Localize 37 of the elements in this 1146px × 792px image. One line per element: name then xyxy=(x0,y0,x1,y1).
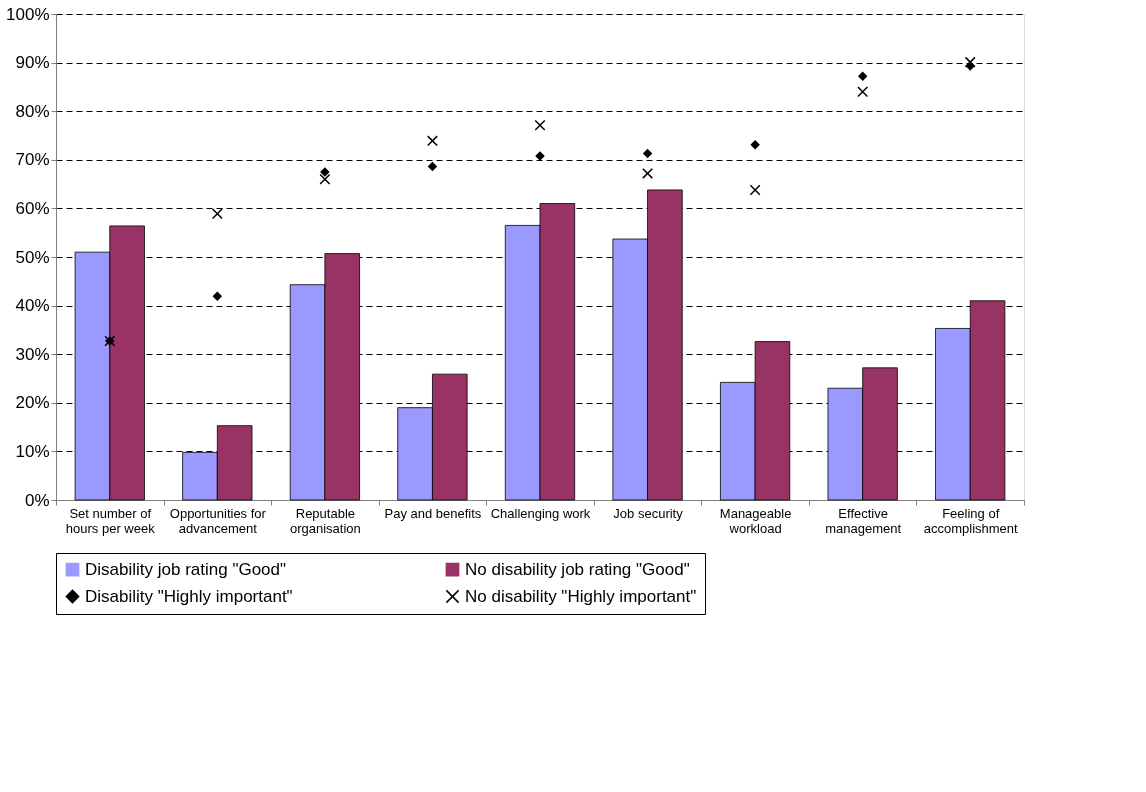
y-tick-label: 60% xyxy=(15,198,50,218)
y-tick-label: 40% xyxy=(15,296,50,316)
y-tick-label: 0% xyxy=(24,490,50,510)
point xyxy=(211,208,223,220)
x-tick-label: Reputable organisation xyxy=(289,505,361,536)
y-tick-label: 80% xyxy=(15,101,50,121)
point xyxy=(857,71,868,81)
legend-label: No disability job rating "Good" xyxy=(465,559,690,579)
x-tick-label: Job security xyxy=(613,505,684,521)
legend-label: Disability "Highly important" xyxy=(85,586,293,606)
point xyxy=(749,184,761,196)
x-tick-label: Manageable workload xyxy=(719,505,792,536)
point xyxy=(319,173,331,185)
x-tick-label: Opportunities for advancement xyxy=(169,505,267,536)
point xyxy=(534,119,546,131)
x-tick-label: Feeling of accomplishment xyxy=(923,505,1019,536)
x-tick-label: Challenging work xyxy=(490,505,591,521)
y-tick-label: 100% xyxy=(6,4,50,24)
x-tick-label: Effective management xyxy=(825,505,902,536)
x-tick-label: Set number of hours per week xyxy=(65,505,156,536)
point xyxy=(427,161,438,172)
y-tick-label: 30% xyxy=(15,344,50,364)
legend-label: Disability job rating "Good" xyxy=(85,559,287,579)
point xyxy=(426,135,438,147)
legend-label: No disability "Highly important" xyxy=(465,586,697,606)
point xyxy=(642,167,654,179)
point xyxy=(750,139,760,150)
y-tick-label: 20% xyxy=(15,393,50,413)
x-tick-label: Pay and benefits xyxy=(384,505,482,521)
point xyxy=(964,56,976,68)
y-tick-label: 70% xyxy=(15,150,50,170)
point xyxy=(857,86,869,98)
y-tick-label: 10% xyxy=(15,441,50,461)
y-tick-label: 50% xyxy=(15,247,50,267)
y-tick-label: 90% xyxy=(15,53,50,73)
point xyxy=(212,291,223,302)
point xyxy=(642,148,653,159)
